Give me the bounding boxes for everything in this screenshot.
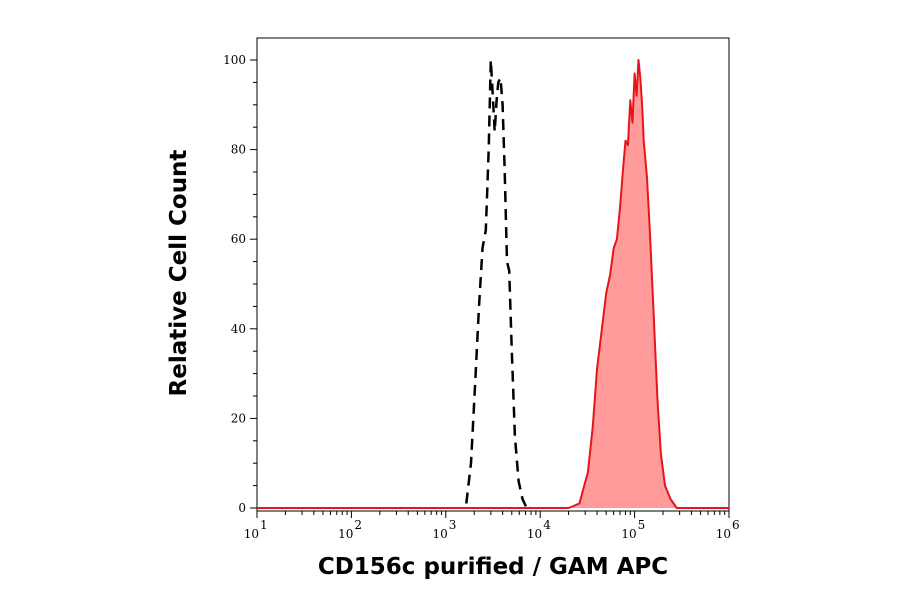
x-tick-label: 10 — [433, 527, 448, 541]
series-layer — [257, 58, 729, 509]
x-tick-label: 10 — [527, 527, 542, 541]
y-axis-title: Relative Cell Count — [166, 150, 192, 397]
x-tick-label: 10 — [621, 527, 636, 541]
x-tick-exponent: 4 — [543, 518, 551, 532]
y-tick-label: 40 — [231, 322, 246, 336]
x-tick-exponent: 3 — [449, 518, 457, 532]
y-tick-label: 80 — [231, 143, 246, 157]
filled-histogram-area — [257, 60, 729, 508]
y-tick-label: 60 — [231, 232, 246, 246]
x-tick-label: 10 — [716, 527, 731, 541]
y-tick-label: 100 — [223, 53, 246, 67]
x-tick-label: 10 — [244, 527, 259, 541]
x-axis-title: CD156c purified / GAM APC — [318, 554, 668, 580]
y-axis-ticks: 0 20 40 60 80 100 — [223, 53, 257, 515]
x-tick-exponent: 6 — [732, 518, 740, 532]
stained-histogram-line — [257, 59, 729, 509]
y-tick-label: 20 — [231, 411, 246, 425]
x-tick-exponent: 5 — [638, 518, 646, 532]
x-tick-exponent: 1 — [260, 518, 268, 532]
x-tick-label: 10 — [338, 527, 353, 541]
y-tick-label: 0 — [238, 501, 246, 515]
control-histogram-line — [465, 58, 528, 509]
plot-frame — [256, 37, 730, 512]
x-tick-exponent: 2 — [354, 518, 362, 532]
